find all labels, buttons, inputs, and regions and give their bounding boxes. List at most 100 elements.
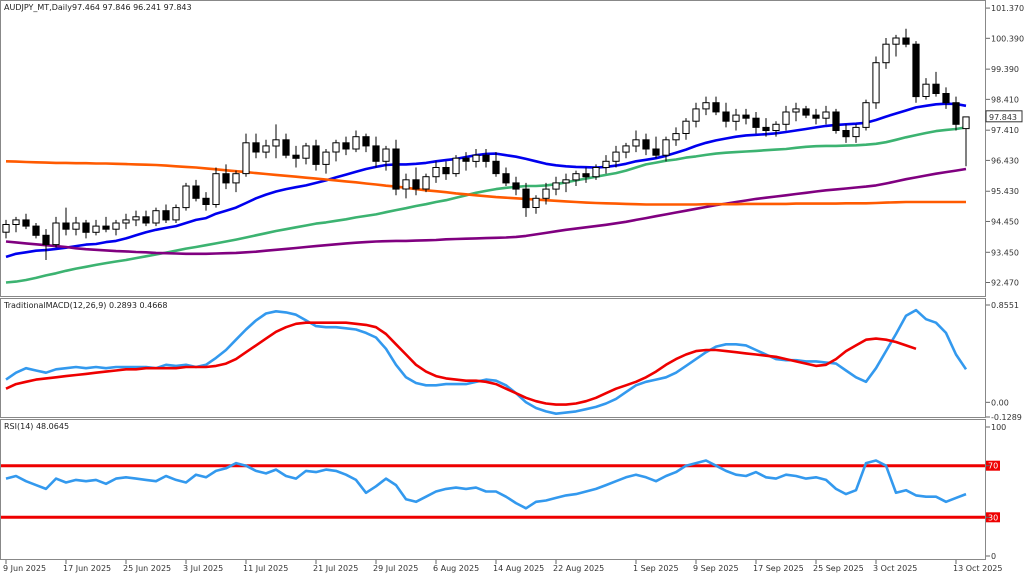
bearish-candle-body — [642, 139, 650, 150]
macd-signal-line — [5, 321, 917, 406]
candle — [452, 155, 460, 177]
candle — [572, 170, 580, 186]
candle — [62, 207, 70, 236]
candle — [822, 105, 830, 125]
bearish-candle-body — [812, 114, 820, 119]
candle — [892, 34, 900, 57]
candle — [312, 139, 320, 171]
bearish-candle-body — [912, 43, 920, 98]
bearish-candle-body — [502, 173, 510, 184]
bullish-candle-body — [822, 111, 830, 119]
candle — [622, 142, 630, 159]
candle — [22, 213, 30, 230]
candle — [362, 133, 370, 153]
bullish-candle-body — [152, 210, 160, 224]
bearish-candle-body — [82, 222, 90, 233]
bullish-candle-body — [452, 157, 460, 175]
date-tick-label: 3 Oct 2025 — [873, 564, 917, 573]
candle — [532, 195, 540, 214]
bearish-candle-body — [652, 148, 660, 156]
bearish-candle-body — [192, 185, 200, 199]
bullish-candle-body — [422, 176, 430, 190]
macd-lines — [5, 308, 968, 416]
bullish-candle-body — [922, 83, 930, 97]
bearish-candle-body — [22, 219, 30, 227]
last-price-label: 97.843 — [989, 113, 1017, 122]
rsi-panel-frame — [0, 419, 986, 560]
candle — [522, 182, 530, 217]
bearish-candle-body — [942, 93, 950, 104]
macd-axis-tick-label: -0.1289 — [991, 413, 1022, 422]
bullish-candle-body — [792, 108, 800, 113]
candle — [692, 102, 700, 128]
date-tick-label: 25 Sep 2025 — [813, 564, 864, 573]
bullish-candle-body — [12, 219, 20, 225]
candle — [732, 108, 740, 131]
bearish-candle-body — [312, 145, 320, 165]
bearish-candle-body — [742, 114, 750, 119]
candle — [262, 139, 270, 159]
candle — [182, 182, 190, 211]
candle — [102, 216, 110, 233]
bearish-candle-body — [512, 182, 520, 190]
candle — [902, 28, 910, 48]
candle — [952, 96, 960, 131]
candle — [92, 219, 100, 236]
bullish-candle-body — [432, 167, 440, 178]
date-tick-label: 6 Aug 2025 — [433, 564, 479, 573]
candle — [642, 133, 650, 156]
bearish-candle-body — [142, 216, 150, 224]
bullish-candle-body — [772, 123, 780, 132]
candle — [662, 136, 670, 162]
candle — [302, 142, 310, 165]
date-tick-label: 22 Aug 2025 — [553, 564, 604, 573]
bullish-candle-body — [702, 102, 710, 110]
bullish-candle-body — [562, 179, 570, 184]
bullish-candle-body — [542, 188, 550, 199]
bullish-candle-body — [72, 222, 80, 230]
bullish-candle-body — [532, 197, 540, 209]
candle — [132, 210, 140, 227]
candle — [272, 124, 280, 159]
price-axis-tick-label: 96.430 — [991, 156, 1019, 165]
bearish-candle-body — [442, 167, 450, 175]
macd-line — [5, 308, 968, 416]
candle — [762, 118, 770, 137]
price-axis-tick-label: 99.390 — [991, 65, 1019, 74]
candle — [322, 149, 330, 174]
candle — [912, 41, 920, 103]
rsi-level-marker — [986, 460, 1000, 471]
candle — [552, 176, 560, 196]
bullish-candle-body — [572, 173, 580, 181]
bullish-candle-body — [552, 182, 560, 190]
candle — [502, 167, 510, 186]
bullish-candle-body — [122, 219, 130, 224]
bullish-candle-body — [302, 145, 310, 159]
bullish-candle-body — [402, 179, 410, 190]
bearish-candle-body — [902, 37, 910, 45]
bearish-candle-body — [712, 102, 720, 113]
candle — [42, 229, 50, 260]
candle — [842, 124, 850, 143]
bearish-candle-body — [32, 225, 40, 236]
candle — [122, 213, 130, 230]
candle — [412, 167, 420, 196]
date-tick-label: 9 Jun 2025 — [3, 564, 46, 573]
bullish-candle-body — [882, 43, 890, 64]
candle — [352, 130, 360, 153]
candle — [82, 219, 90, 239]
rsi-title: RSI(14) 48.0645 — [4, 422, 69, 431]
price-axis-tick-label: 92.470 — [991, 279, 1019, 288]
candle — [342, 136, 350, 156]
bearish-candle-body — [412, 179, 420, 190]
bearish-candle-body — [252, 142, 260, 153]
candle — [142, 210, 150, 227]
price-axis-tick-label: 97.410 — [991, 126, 1019, 135]
bullish-candle-body — [632, 139, 640, 147]
bearish-candle-body — [952, 102, 960, 125]
candle — [12, 216, 20, 233]
date-tick-label: 17 Sep 2025 — [753, 564, 804, 573]
bullish-candle-body — [262, 145, 270, 153]
